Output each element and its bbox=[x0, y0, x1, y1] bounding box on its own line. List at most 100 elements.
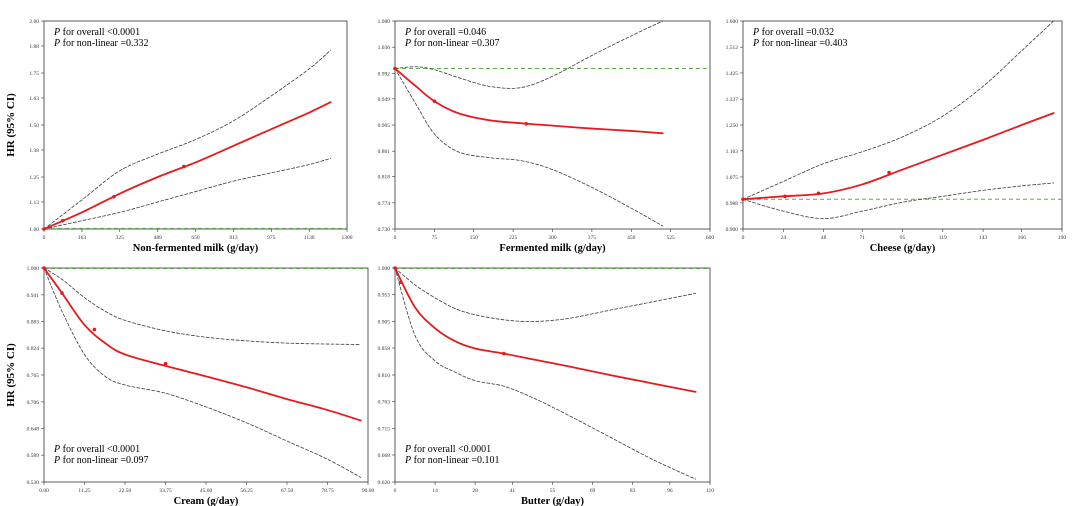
p-value-text: for overall <0.0001 bbox=[60, 444, 140, 455]
x-tick-label: 300 bbox=[548, 235, 557, 241]
knot-point bbox=[783, 194, 787, 199]
y-tick-label: 1.75 bbox=[29, 71, 39, 77]
x-tick-label: 0 bbox=[43, 235, 46, 241]
y-tick-label: 1.250 bbox=[726, 123, 739, 129]
p-value-annotation: P for non-linear =0.403 bbox=[752, 38, 848, 49]
x-tick-label: 150 bbox=[470, 235, 479, 241]
ci-lower-curve bbox=[394, 68, 664, 227]
x-tick-label: 225 bbox=[509, 235, 518, 241]
p-value-annotation: P for non-linear =0.097 bbox=[53, 455, 149, 466]
knot-point bbox=[163, 361, 168, 366]
y-tick-label: 0.774 bbox=[378, 201, 391, 207]
p-value-text: for non-linear =0.403 bbox=[759, 38, 847, 49]
x-tick-label: 0 bbox=[742, 235, 745, 241]
y-tick-label: 0.765 bbox=[27, 373, 40, 379]
knot-point bbox=[182, 164, 186, 169]
p-value-text: for overall <0.0001 bbox=[411, 444, 491, 455]
y-axis-label: HR (95% CI) bbox=[5, 93, 17, 157]
x-tick-label: 975 bbox=[267, 235, 276, 241]
y-tick-label: 0.818 bbox=[378, 175, 391, 181]
y-tick-label: 0.715 bbox=[378, 427, 391, 433]
y-tick-label: 1.88 bbox=[29, 44, 39, 50]
chart-non-fermented-milk: 1.00 1.13 1.25 1.38 1.50 1.63 1.75 1.88 2.00 0 163… bbox=[5, 19, 353, 254]
chart-cream: 0.530 0.589 0.648 0.706 0.765 0.824 0.883 0.941… bbox=[5, 266, 374, 506]
y-tick-label: 0.668 bbox=[378, 453, 391, 459]
knot-point bbox=[741, 197, 745, 202]
x-tick-label: 56.25 bbox=[240, 488, 253, 494]
y-tick-label: 0.648 bbox=[27, 426, 40, 432]
knot-point bbox=[393, 66, 397, 71]
ci-lower-curve bbox=[43, 267, 362, 478]
y-tick-label: 0.905 bbox=[378, 123, 391, 129]
y-tick-label: 0.953 bbox=[378, 292, 391, 298]
x-tick-label: 78.75 bbox=[321, 488, 334, 494]
knot-point bbox=[524, 122, 529, 126]
p-symbol: P bbox=[53, 38, 60, 49]
y-tick-label: 1.63 bbox=[29, 96, 39, 102]
y-tick-label: 0.858 bbox=[378, 346, 391, 352]
y-tick-label: 1.337 bbox=[726, 97, 739, 103]
y-tick-label: 1.13 bbox=[29, 200, 39, 206]
x-tick-label: 375 bbox=[588, 235, 597, 241]
p-value-text: for non-linear =0.097 bbox=[60, 455, 148, 466]
knot-point bbox=[816, 191, 821, 196]
x-tick-label: 119 bbox=[939, 235, 947, 241]
x-tick-label: 22.50 bbox=[119, 488, 132, 494]
p-value-text: for overall <0.0001 bbox=[60, 27, 140, 38]
y-tick-label: 1.000 bbox=[27, 266, 40, 272]
x-tick-label: 69 bbox=[590, 488, 596, 494]
y-tick-label: 0.810 bbox=[378, 373, 391, 379]
knot-point bbox=[42, 227, 46, 231]
x-tick-label: 14 bbox=[432, 488, 438, 494]
x-tick-label: 650 bbox=[191, 235, 200, 241]
y-tick-label: 1.00 bbox=[29, 227, 39, 233]
y-tick-label: 2.00 bbox=[29, 19, 39, 25]
ci-upper-curve bbox=[43, 49, 332, 230]
ci-upper-curve bbox=[43, 267, 362, 345]
ci-upper-curve bbox=[394, 267, 697, 322]
p-value-annotation: P for non-linear =0.101 bbox=[404, 455, 500, 466]
p-symbol: P bbox=[404, 38, 411, 49]
x-tick-label: 110 bbox=[706, 488, 714, 494]
x-tick-label: 600 bbox=[706, 235, 715, 241]
chart-fermented-milk: 0.730 0.774 0.818 0.861 0.905 0.949 0.992 1.036… bbox=[378, 19, 715, 254]
p-symbol: P bbox=[752, 27, 759, 38]
p-symbol: P bbox=[404, 444, 411, 455]
y-tick-label: 0.883 bbox=[27, 319, 40, 325]
y-tick-label: 1.512 bbox=[726, 45, 739, 51]
x-tick-label: 28 bbox=[472, 488, 478, 494]
y-tick-label: 0.530 bbox=[27, 480, 40, 486]
ci-lower-curve bbox=[43, 157, 332, 230]
y-tick-label: 1.25 bbox=[29, 175, 39, 181]
knot-point bbox=[398, 280, 403, 284]
x-tick-label: 41 bbox=[510, 488, 516, 494]
p-value-annotation: P for overall =0.032 bbox=[752, 27, 834, 38]
x-tick-label: 67.50 bbox=[281, 488, 294, 494]
x-tick-label: 190 bbox=[1058, 235, 1067, 241]
y-tick-label: 0.905 bbox=[378, 320, 391, 326]
x-tick-label: 163 bbox=[78, 235, 87, 241]
p-value-annotation: P for overall <0.0001 bbox=[53, 444, 140, 455]
y-tick-label: 0.763 bbox=[378, 399, 391, 405]
p-symbol: P bbox=[752, 38, 759, 49]
y-tick-label: 0.620 bbox=[378, 480, 391, 486]
x-tick-label: 48 bbox=[821, 235, 827, 241]
y-tick-label: 0.900 bbox=[726, 227, 739, 233]
p-value-text: for non-linear =0.332 bbox=[60, 38, 148, 49]
y-tick-label: 1.50 bbox=[29, 123, 39, 129]
p-value-annotation: P for non-linear =0.332 bbox=[53, 38, 149, 49]
knot-point bbox=[432, 99, 437, 104]
x-tick-label: 75 bbox=[432, 235, 438, 241]
x-tick-label: 55 bbox=[550, 488, 556, 494]
x-tick-label: 450 bbox=[627, 235, 636, 241]
plot-frame bbox=[742, 20, 1063, 230]
ci-upper-curve bbox=[394, 20, 664, 89]
p-value-annotation: P for overall <0.0001 bbox=[53, 27, 140, 38]
p-value-annotation: P for overall =0.046 bbox=[404, 27, 486, 38]
hr-curve bbox=[43, 267, 362, 422]
x-tick-label: 1300 bbox=[342, 235, 353, 241]
x-axis-label: Fermented milk (g/day) bbox=[499, 243, 606, 254]
p-value-text: for non-linear =0.101 bbox=[411, 455, 499, 466]
y-tick-label: 0.988 bbox=[726, 201, 739, 207]
x-tick-label: 166 bbox=[1018, 235, 1027, 241]
